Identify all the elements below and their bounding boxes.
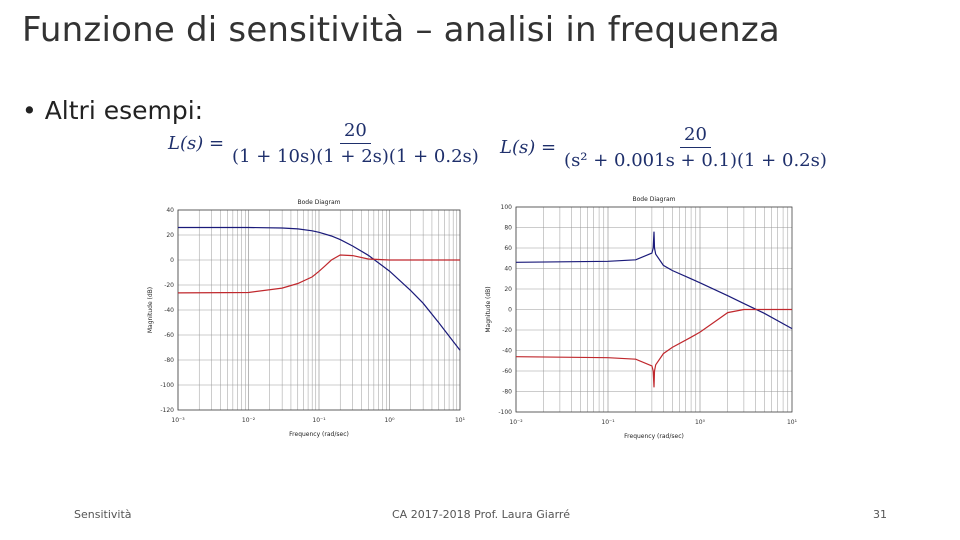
y-tick-label: 40 xyxy=(504,266,512,273)
y-tick-label: 0 xyxy=(508,307,512,314)
x-tick-label: 10⁻³ xyxy=(171,417,185,424)
footer-course: CA 2017-2018 Prof. Laura Giarré xyxy=(392,508,570,521)
y-tick-label: -40 xyxy=(164,307,174,314)
formula-numerator: 20 xyxy=(680,124,711,148)
transfer-function-2: L(s) = 20 (s² + 0.001s + 0.1)(1 + 0.2s) xyxy=(500,124,829,171)
y-tick-label: -80 xyxy=(502,389,512,396)
x-tick-label: 10⁻¹ xyxy=(601,419,615,426)
formula-lhs: L(s) = xyxy=(168,133,225,154)
y-tick-label: 20 xyxy=(504,286,512,293)
y-tick-label: 60 xyxy=(504,245,512,252)
x-tick-label: 10⁻² xyxy=(242,417,256,424)
y-tick-label: -100 xyxy=(498,409,512,416)
footer-section: Sensitività xyxy=(74,508,132,521)
x-tick-label: 10⁻² xyxy=(509,419,523,426)
y-tick-label: -20 xyxy=(164,282,174,289)
y-tick-label: -20 xyxy=(502,327,512,334)
x-axis-label: Frequency (rad/sec) xyxy=(289,431,349,438)
y-tick-label: 100 xyxy=(501,204,513,211)
x-axis-label: Frequency (rad/sec) xyxy=(624,433,684,440)
y-tick-label: -60 xyxy=(164,332,174,339)
transfer-function-1: L(s) = 20 (1 + 10s)(1 + 2s)(1 + 0.2s) xyxy=(168,120,481,167)
y-tick-label: 0 xyxy=(170,257,174,264)
y-axis-label: Magnitude (dB) xyxy=(485,286,492,332)
series-line xyxy=(515,308,792,388)
x-tick-label: 10⁰ xyxy=(384,417,395,424)
x-tick-label: 10⁰ xyxy=(695,419,706,426)
formula-fraction: 20 (1 + 10s)(1 + 2s)(1 + 0.2s) xyxy=(230,120,481,167)
formula-fraction: 20 (s² + 0.001s + 0.1)(1 + 0.2s) xyxy=(562,124,829,171)
y-tick-label: -60 xyxy=(502,368,512,375)
series-line xyxy=(178,226,461,351)
formula-denominator: (1 + 10s)(1 + 2s)(1 + 0.2s) xyxy=(232,146,479,167)
y-tick-label: -120 xyxy=(160,407,174,414)
bode-plot-2: 100 80 60 40 20 0 -20 -40 -60 -80 -100 10⁻² 10⁻¹ 10⁰ 1… xyxy=(485,196,798,440)
formula-numerator: 20 xyxy=(339,120,371,144)
chart-title: Bode Diagram xyxy=(633,196,676,203)
page-number: 31 xyxy=(873,508,887,521)
y-tick-label: -100 xyxy=(160,382,174,389)
y-tick-label: -80 xyxy=(164,357,174,364)
formula-denominator: (s² + 0.001s + 0.1)(1 + 0.2s) xyxy=(564,150,827,171)
y-axis-label: Magnitude (dB) xyxy=(147,287,154,333)
x-tick-label: 10¹ xyxy=(455,417,466,424)
series-line xyxy=(515,231,793,330)
y-tick-label: 80 xyxy=(504,225,512,232)
bode-plot-1: 40 20 0 -20 -40 -60 -80 -100 -120 10⁻³ 10⁻² 10⁻¹ 10⁰… xyxy=(147,199,466,438)
y-tick-label: 40 xyxy=(166,207,174,214)
x-tick-label: 10⁻¹ xyxy=(312,417,326,424)
formula-lhs: L(s) = xyxy=(500,137,557,158)
plot-frame xyxy=(177,209,461,411)
series-line xyxy=(177,254,460,294)
slide-title: Funzione di sensitività – analisi in fre… xyxy=(22,10,780,50)
chart-title: Bode Diagram xyxy=(298,199,341,206)
y-tick-label: 20 xyxy=(166,232,174,239)
y-tick-label: -40 xyxy=(502,348,512,355)
x-tick-label: 10¹ xyxy=(787,419,798,426)
bullet-text: • Altri esempi: xyxy=(22,96,204,125)
